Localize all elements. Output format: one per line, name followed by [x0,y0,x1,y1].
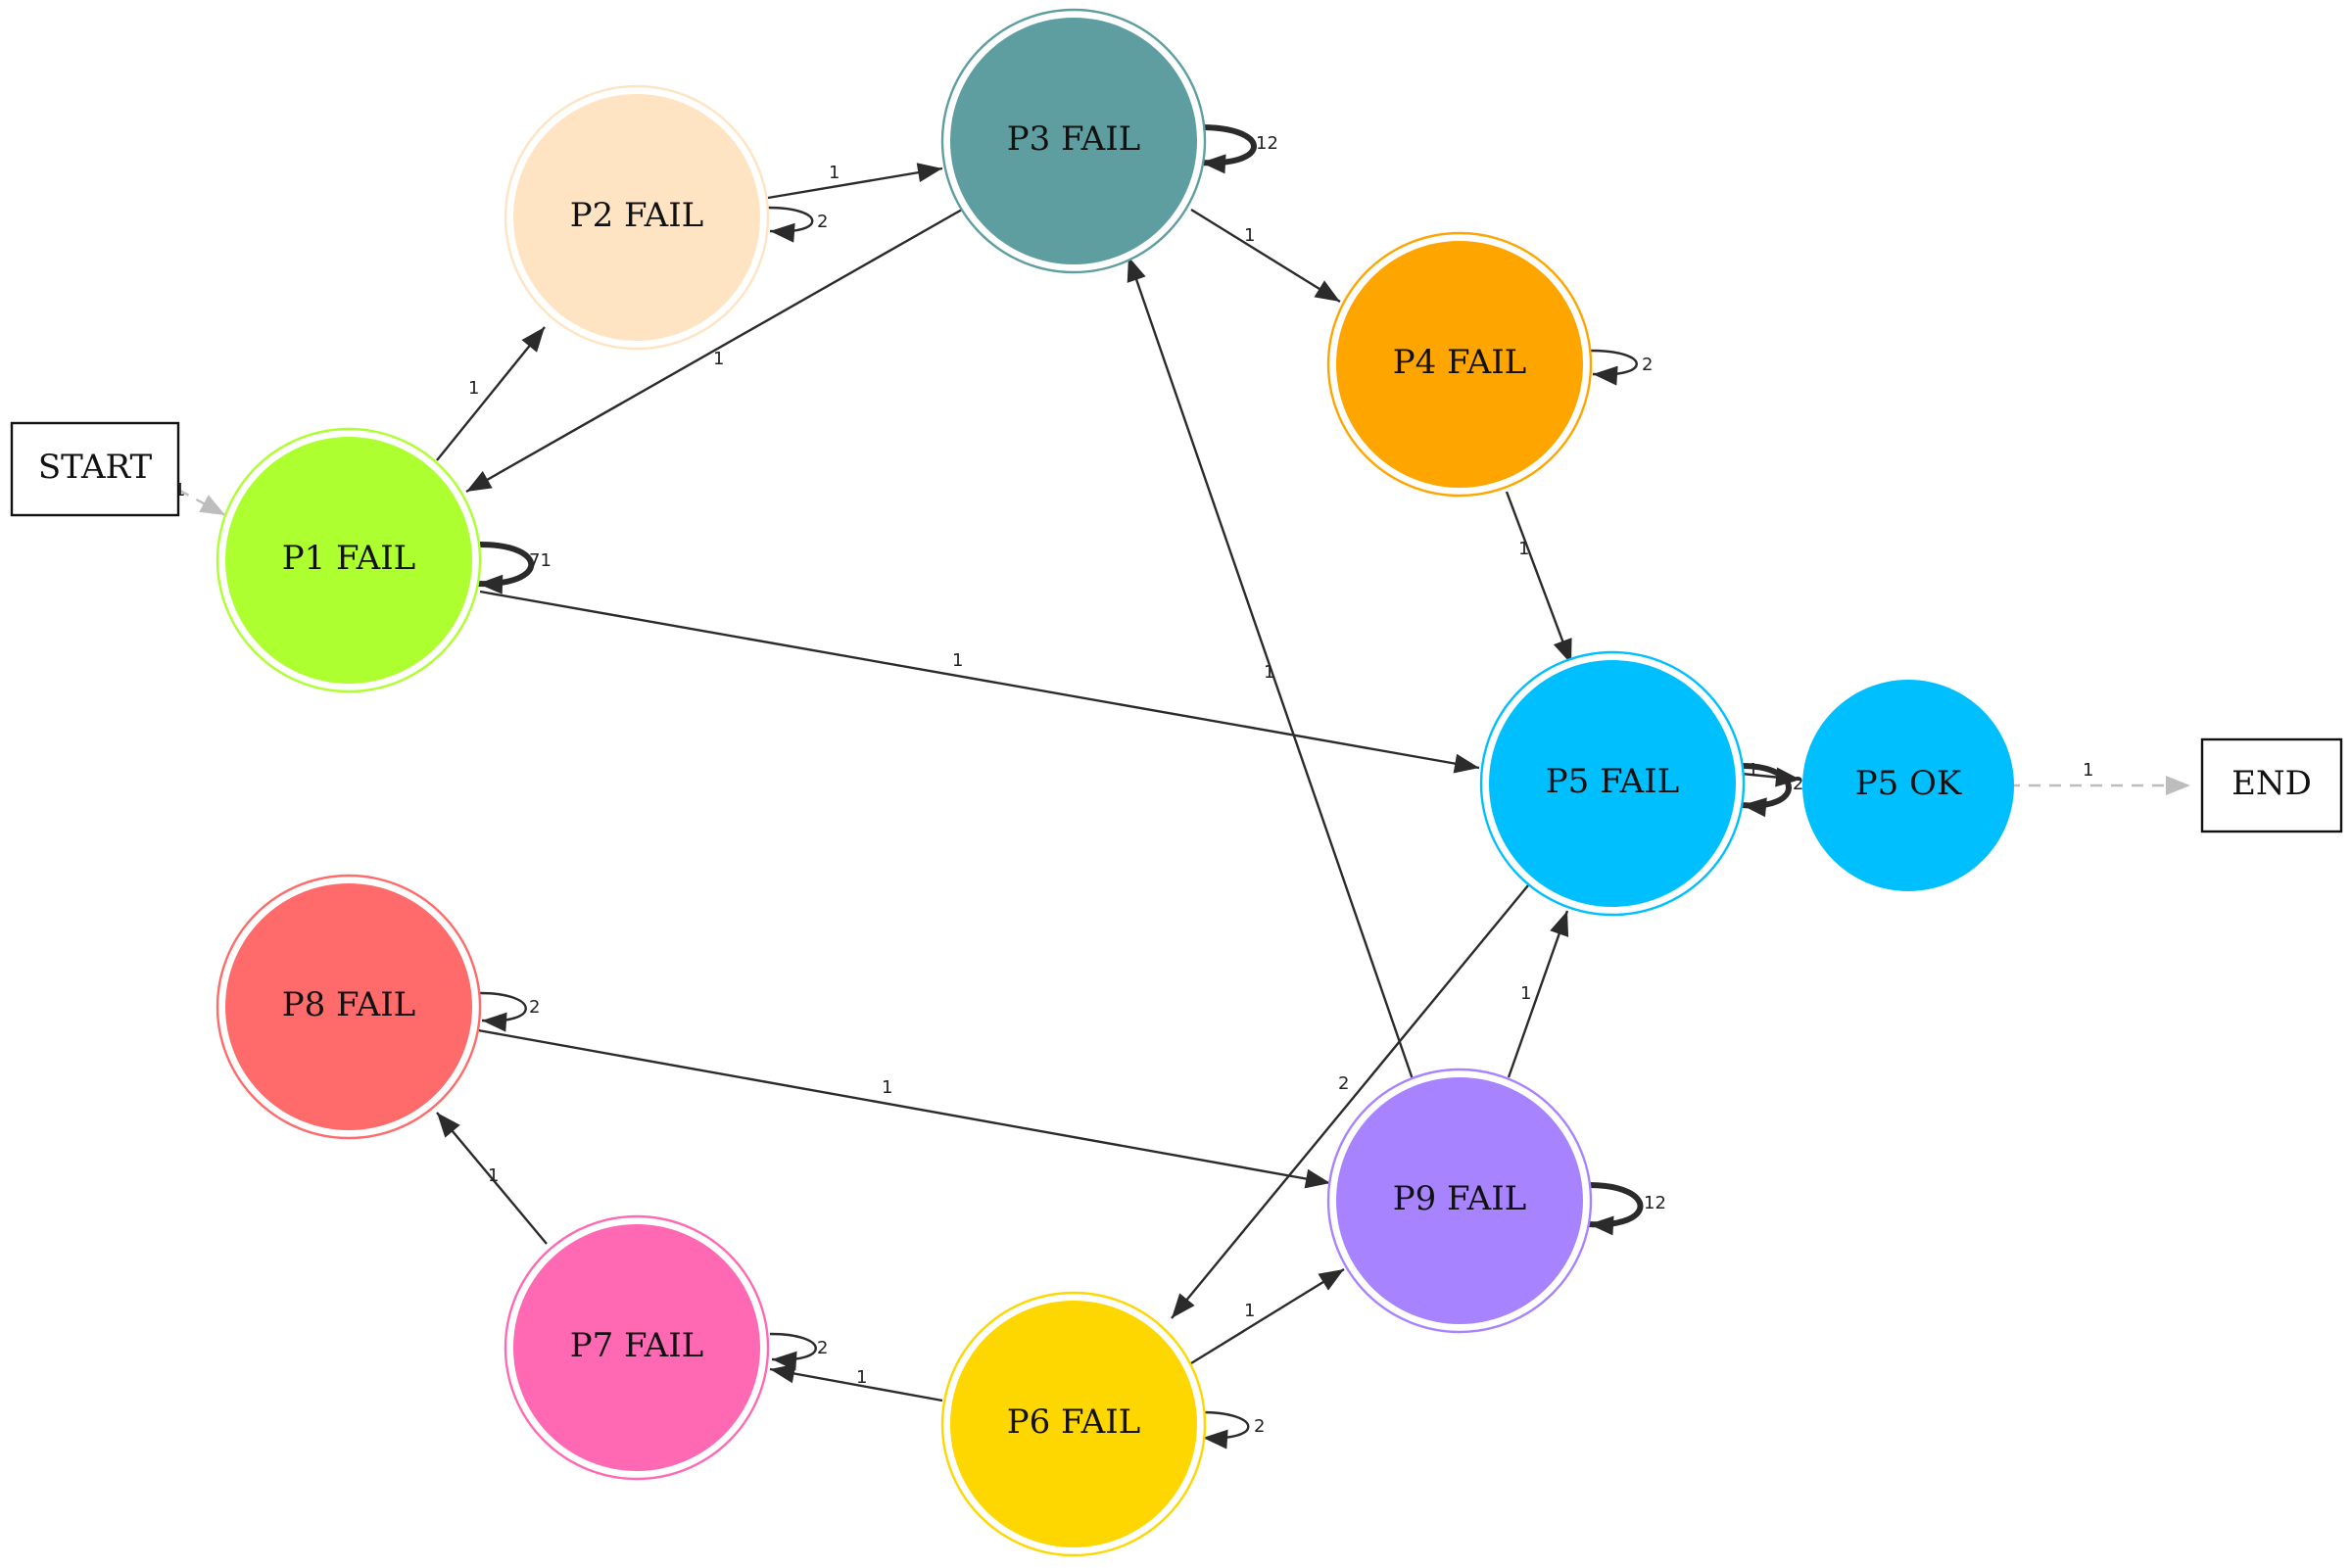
edge-label-p6-p7: 1 [856,1367,867,1388]
node-p4-label: P4 FAIL [1393,343,1527,382]
node-p4: P4 FAIL [1326,231,1593,498]
node-p3-label: P3 FAIL [1007,119,1141,159]
edge-label-p4-self: 2 [1642,355,1653,375]
node-p5: P5 FAIL [1479,650,1746,917]
edge-label-start-p1: 1 [174,480,185,500]
edge-label-p8-p9: 1 [882,1077,892,1098]
node-end: END [2200,737,2343,833]
edge-p9-self [1588,1182,1644,1236]
edge-p9-p5 [1507,910,1569,1078]
node-p1-label: P1 FAIL [282,539,416,578]
node-p7-label: P7 FAIL [570,1326,704,1365]
edge-label-p1-p2: 1 [468,378,479,399]
edge-p3-self [1200,124,1257,174]
node-p3-fill [950,18,1197,264]
node-p9-fill [1336,1077,1583,1324]
edge-p6-p7 [769,1363,943,1402]
edge-p2-p3 [767,163,943,200]
node-p6-label: P6 FAIL [1007,1402,1141,1442]
edge-label-p7-self: 2 [817,1338,828,1358]
node-p2: P2 FAIL [504,84,770,351]
node-p5ok: P5 OK [1802,680,2014,891]
node-p8-fill [225,883,472,1130]
node-start-label: START [38,448,153,487]
edge-p8-self [479,991,527,1032]
node-p5ok-label: P5 OK [1855,764,1962,803]
node-p8: P8 FAIL [216,874,482,1140]
node-p2-fill [513,94,760,341]
edge-p3-p1 [465,208,963,494]
edge-label-p3-p4: 1 [1244,225,1255,246]
node-p6-fill [950,1301,1197,1547]
node-p5-fill [1489,660,1736,907]
edge-p6-p9 [1190,1267,1345,1365]
edge-label-p6-p9: 1 [1244,1301,1255,1321]
edge-label-p6-self: 2 [1254,1416,1265,1437]
edge-label-p5-p5ok: 1 [1748,760,1758,781]
node-p5ok-fill [1802,680,2014,891]
edge-label-p8-self: 2 [529,997,540,1018]
edge-p2-self [767,206,814,243]
edge-p3-p4 [1190,208,1341,304]
edge-p5-p5ok [1741,767,1801,787]
edge-start-p1 [177,488,226,517]
node-p9-label: P9 FAIL [1393,1179,1527,1218]
edge-label-p3-p1: 1 [713,349,724,369]
edge-p5-p6 [1171,884,1529,1319]
node-p7: P7 FAIL [504,1214,770,1481]
edge-p1-p5 [479,590,1480,774]
edge-label-p9-p3: 1 [1264,662,1274,683]
edge-label-p5-p6: 2 [1338,1073,1349,1094]
edge-label-p9-self: 12 [1644,1193,1666,1213]
edge-p1-self [477,542,535,594]
edge-label-p1-self: 71 [529,550,552,571]
edge-label-p3-self: 12 [1256,133,1278,154]
edge-label-p4-p5: 1 [1518,539,1529,559]
edge-p7-p8 [436,1112,548,1245]
node-p7-fill [513,1224,760,1471]
node-p8-label: P8 FAIL [282,985,416,1024]
node-p1: P1 FAIL [216,427,482,693]
edge-label-p1-p5: 1 [952,650,963,671]
edge-p8-p9 [477,1028,1331,1189]
node-p9: P9 FAIL [1326,1068,1593,1334]
node-p6: P6 FAIL [940,1291,1207,1557]
edge-p1-p2 [436,326,546,461]
edge-p7-self [769,1332,817,1371]
edge-label-p9-p5: 1 [1520,983,1531,1004]
edge-p6-self [1200,1410,1250,1449]
node-start: START [10,421,180,517]
node-p2-label: P2 FAIL [570,196,704,235]
edge-p5-self [1741,763,1792,818]
edge-label-p5-self: 2 [1793,774,1803,794]
node-p4-fill [1336,241,1583,488]
node-p3: P3 FAIL [940,8,1207,274]
node-p1-fill [225,437,472,684]
node-p5-label: P5 FAIL [1546,762,1680,801]
node-end-label: END [2231,764,2312,803]
edge-p9-p3 [1127,256,1415,1080]
edge-p4-p5 [1505,491,1573,665]
edge-label-p7-p8: 1 [488,1165,499,1186]
edge-label-p5ok-end: 1 [2083,760,2093,781]
edge-label-p2-self: 2 [817,212,828,232]
edge-p4-self [1590,349,1638,386]
edge-label-p2-p3: 1 [829,163,840,183]
nodes: START END P1 FAIL P2 FAIL P3 FAIL [10,8,2343,1557]
edges: 1 1 71 1 1 2 12 1 1 2 1 1 [174,124,2190,1449]
